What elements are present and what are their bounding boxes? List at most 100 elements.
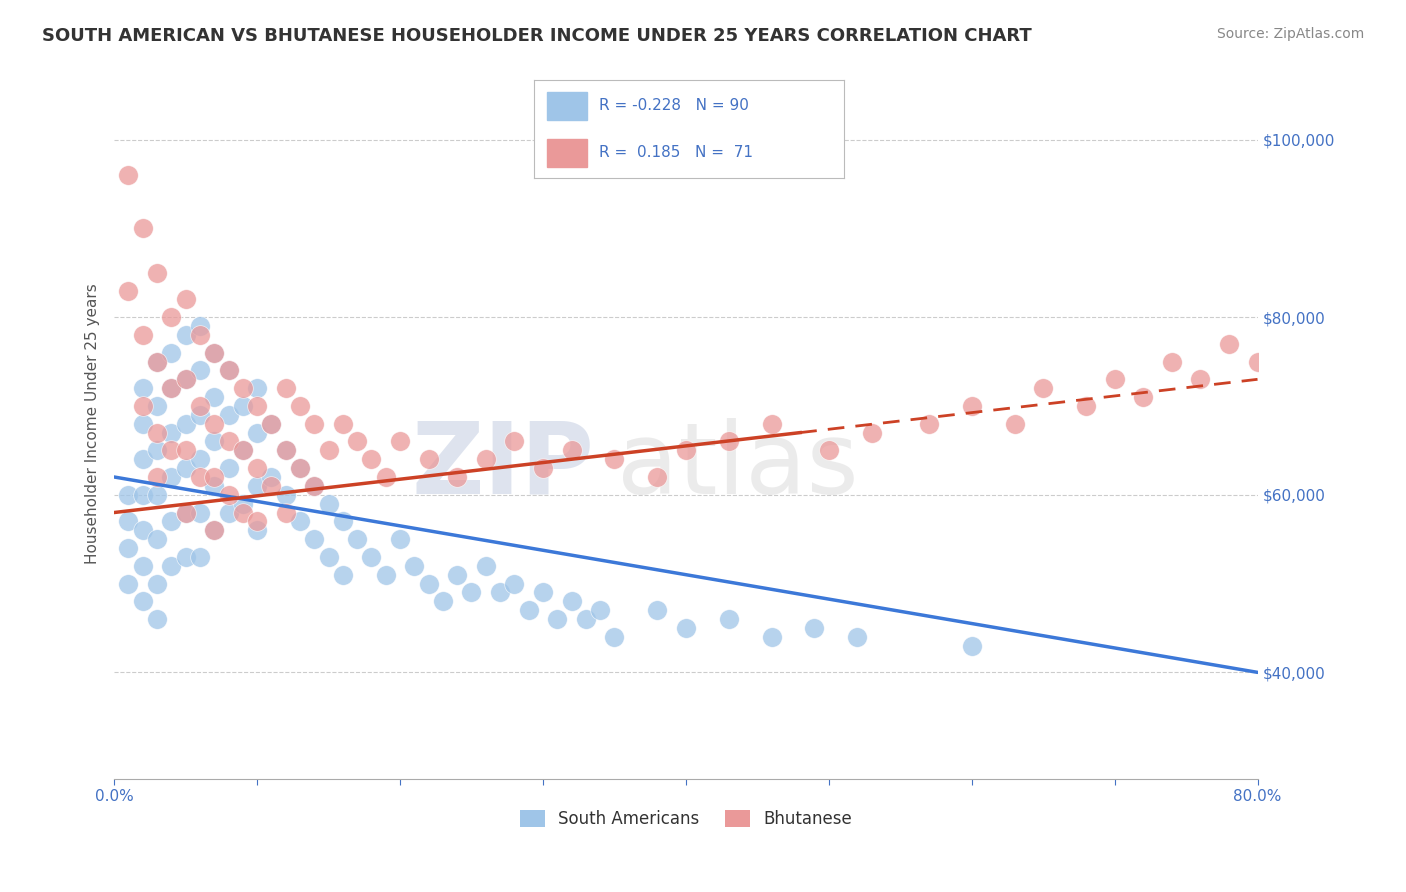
Text: R =  0.185   N =  71: R = 0.185 N = 71 xyxy=(599,145,754,161)
Point xyxy=(1218,336,1240,351)
Point xyxy=(474,558,496,573)
Point xyxy=(446,470,468,484)
Point xyxy=(146,470,169,484)
Point xyxy=(132,381,155,395)
Point xyxy=(274,443,297,458)
Point xyxy=(160,470,183,484)
Point xyxy=(645,603,668,617)
Point xyxy=(202,523,225,537)
Point xyxy=(132,488,155,502)
Point xyxy=(432,594,454,608)
Point xyxy=(174,372,197,386)
Point xyxy=(146,425,169,440)
Point xyxy=(846,630,869,644)
Point xyxy=(232,399,254,413)
Point xyxy=(202,345,225,359)
Point xyxy=(232,506,254,520)
Point xyxy=(304,479,326,493)
Text: R = -0.228   N = 90: R = -0.228 N = 90 xyxy=(599,98,749,113)
Point xyxy=(645,470,668,484)
Point xyxy=(389,532,412,546)
Point xyxy=(232,443,254,458)
Point xyxy=(360,452,382,467)
Point xyxy=(188,470,211,484)
Legend: South Americans, Bhutanese: South Americans, Bhutanese xyxy=(513,803,858,835)
Point xyxy=(132,417,155,431)
Point xyxy=(146,488,169,502)
Point xyxy=(288,515,311,529)
Point xyxy=(318,549,340,564)
Point xyxy=(132,221,155,235)
Point xyxy=(160,381,183,395)
Point xyxy=(160,443,183,458)
Point xyxy=(288,461,311,475)
Point xyxy=(188,327,211,342)
Point xyxy=(1074,399,1097,413)
Point xyxy=(246,479,269,493)
Point xyxy=(274,443,297,458)
Text: SOUTH AMERICAN VS BHUTANESE HOUSEHOLDER INCOME UNDER 25 YEARS CORRELATION CHART: SOUTH AMERICAN VS BHUTANESE HOUSEHOLDER … xyxy=(42,27,1032,45)
Point xyxy=(232,381,254,395)
Point xyxy=(546,612,568,626)
Point xyxy=(160,558,183,573)
Point xyxy=(374,470,396,484)
Point xyxy=(146,266,169,280)
Point xyxy=(304,532,326,546)
Point xyxy=(160,425,183,440)
Point xyxy=(918,417,941,431)
Point xyxy=(218,363,240,377)
Point xyxy=(132,399,155,413)
Point xyxy=(188,549,211,564)
Point xyxy=(446,567,468,582)
Point xyxy=(146,576,169,591)
Point xyxy=(560,594,582,608)
Point xyxy=(1104,372,1126,386)
Point xyxy=(174,506,197,520)
Point xyxy=(117,576,139,591)
Point xyxy=(288,399,311,413)
Point xyxy=(188,363,211,377)
Bar xyxy=(547,139,586,167)
Point xyxy=(346,434,368,449)
Point xyxy=(260,417,283,431)
Point xyxy=(474,452,496,467)
Point xyxy=(418,576,440,591)
Point xyxy=(960,399,983,413)
Point xyxy=(174,417,197,431)
Y-axis label: Householder Income Under 25 years: Householder Income Under 25 years xyxy=(86,284,100,564)
Point xyxy=(218,461,240,475)
Point xyxy=(360,549,382,564)
Point xyxy=(717,612,740,626)
Point xyxy=(1032,381,1054,395)
Bar xyxy=(547,92,586,120)
Point xyxy=(202,470,225,484)
Point xyxy=(318,443,340,458)
Point xyxy=(117,168,139,182)
Point xyxy=(117,284,139,298)
Point xyxy=(761,417,783,431)
Point xyxy=(174,327,197,342)
Point xyxy=(1132,390,1154,404)
Point xyxy=(246,523,269,537)
Point xyxy=(218,488,240,502)
Point xyxy=(603,630,626,644)
Point xyxy=(389,434,412,449)
Point xyxy=(575,612,598,626)
Point xyxy=(146,354,169,368)
Point xyxy=(218,408,240,422)
Point xyxy=(531,461,554,475)
Point xyxy=(246,381,269,395)
Point xyxy=(132,523,155,537)
Point xyxy=(589,603,612,617)
Point xyxy=(202,523,225,537)
Point xyxy=(202,434,225,449)
Text: Source: ZipAtlas.com: Source: ZipAtlas.com xyxy=(1216,27,1364,41)
Point xyxy=(117,488,139,502)
Text: ZIP: ZIP xyxy=(412,417,595,515)
Point xyxy=(332,515,354,529)
Point xyxy=(304,417,326,431)
Point xyxy=(160,515,183,529)
Point xyxy=(174,461,197,475)
Point xyxy=(346,532,368,546)
Point xyxy=(160,345,183,359)
